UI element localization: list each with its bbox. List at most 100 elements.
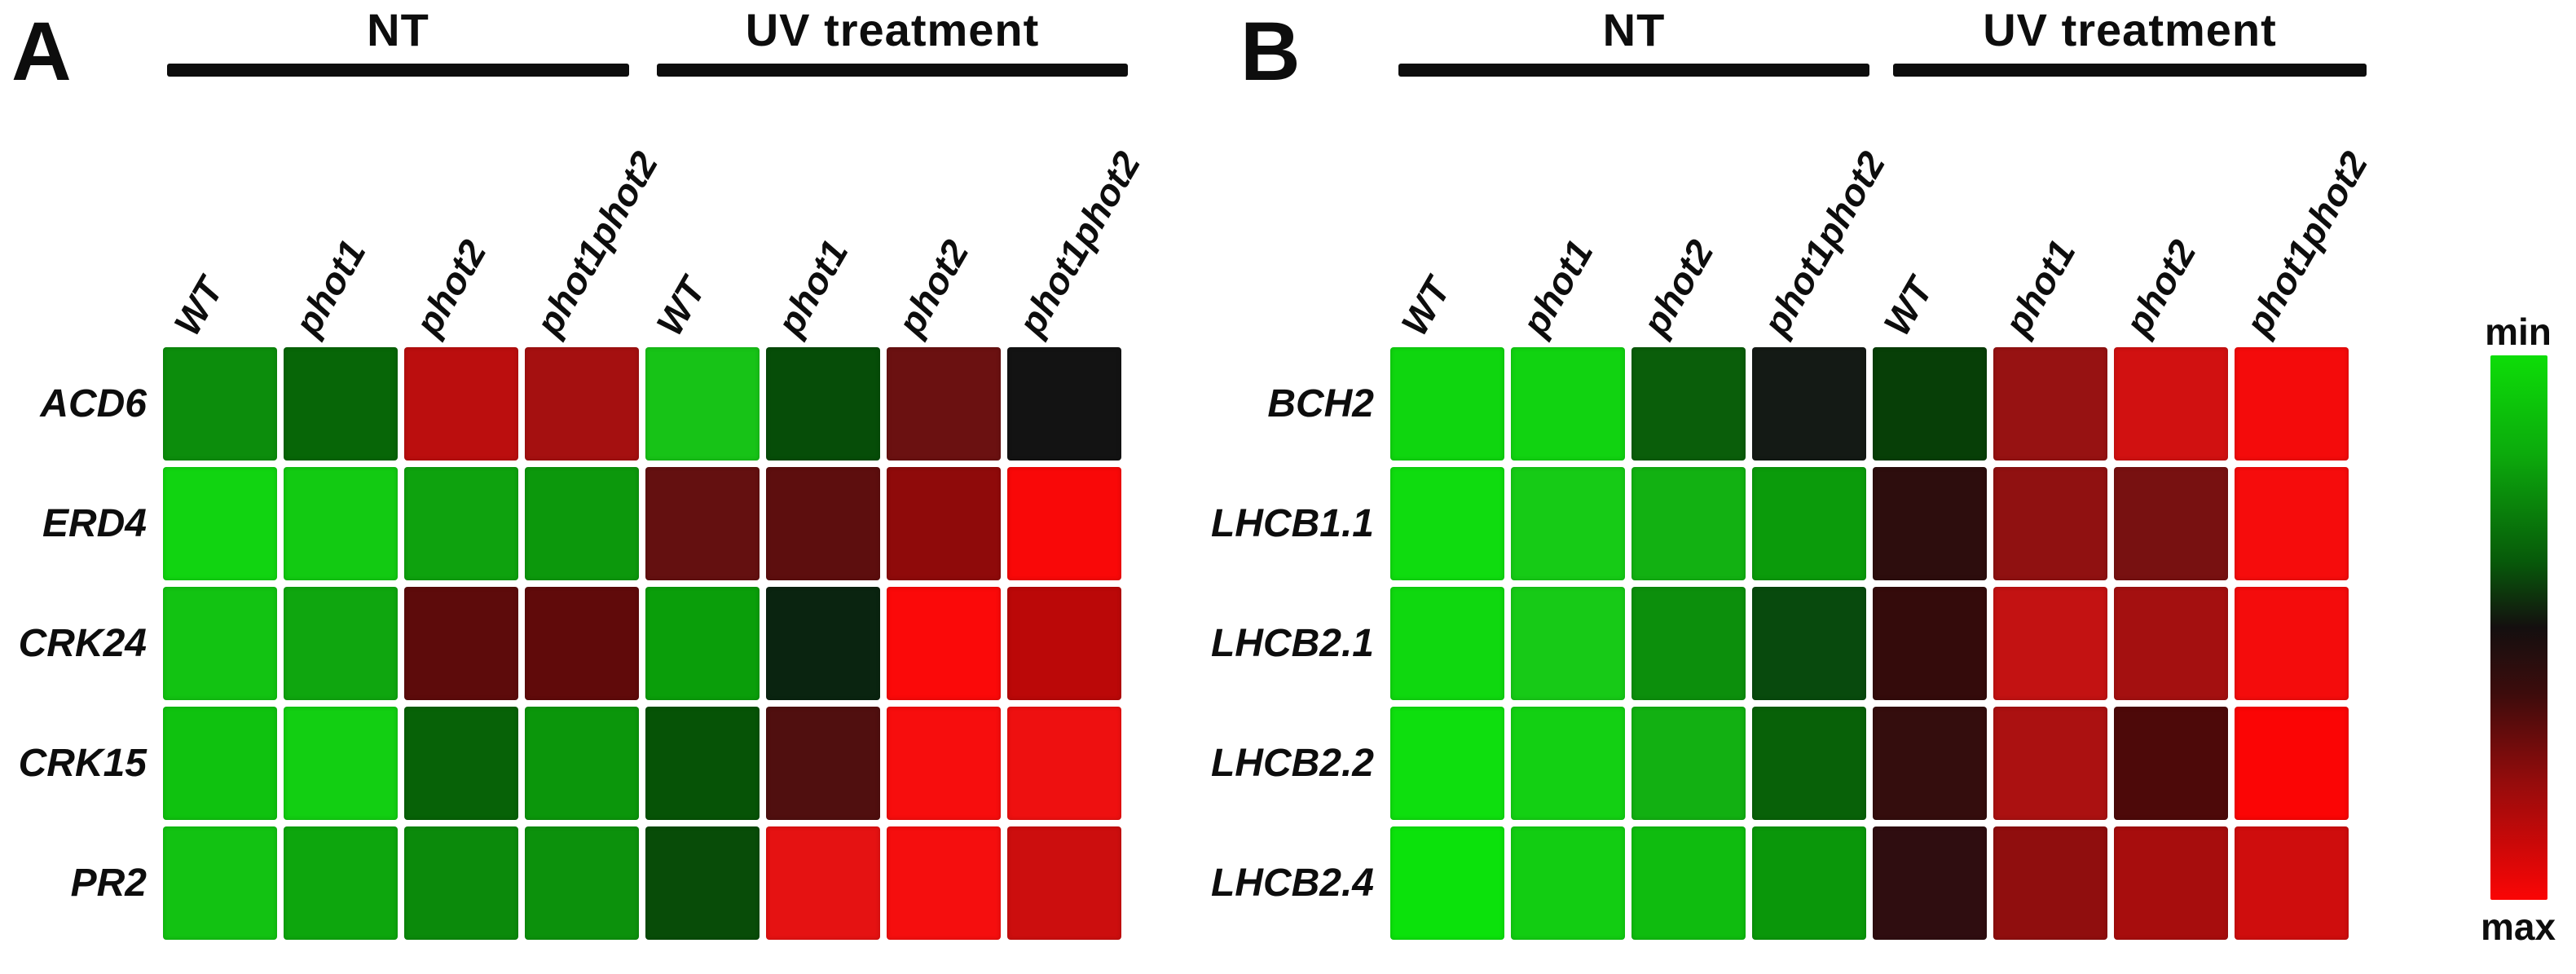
heatmap-cell [1752,347,1866,461]
heatmap-cell [404,587,518,700]
heatmap-cell [1631,587,1746,700]
column-label-phot2-2: phot2 [1633,232,1722,342]
heatmap-cell [284,826,398,940]
heatmap-cell [284,587,398,700]
heatmap-cell [887,587,1001,700]
heatmap-cell [525,587,639,700]
panel-a-uv-underline [657,64,1128,77]
heatmap-cell [1993,826,2107,940]
panel-b-uv-underline [1893,64,2367,77]
row-label-PR2: PR2 [70,862,147,905]
column-label-phot1-5: phot1 [1995,232,2084,342]
heatmap-cell [163,707,277,820]
heatmap-cell [404,826,518,940]
column-label-WT-4: WT [1874,271,1941,342]
heatmap-cell [525,707,639,820]
heatmap-cell [284,347,398,461]
heatmap-cell [2235,467,2349,580]
heatmap-cell [404,707,518,820]
heatmap-cell [1873,826,1987,940]
heatmap-cell [1511,347,1625,461]
heatmap-cell [1511,587,1625,700]
heatmap-cell [1993,707,2107,820]
panel-b-letter: B [1240,5,1301,98]
column-label-phot2-6: phot2 [888,232,977,342]
panel-b-nt-underline [1398,64,1869,77]
heatmap-cell [163,826,277,940]
heatmap-cell [1390,467,1504,580]
panel-a-group-label-uv: UV treatment [745,4,1040,55]
heatmap-cell [1752,467,1866,580]
column-label-phot1-1: phot1 [285,232,374,342]
heatmap-cell [2235,347,2349,461]
row-label-CRK15: CRK15 [18,742,147,785]
heatmap-cell [645,467,760,580]
heatmap-cell [766,467,880,580]
heatmap-cell [1007,587,1121,700]
heatmap-cell [2235,707,2349,820]
heatmap-cell [1390,707,1504,820]
heatmap-cell [404,467,518,580]
row-label-LHCB2.4: LHCB2.4 [1210,862,1374,905]
column-label-phot1-1: phot1 [1513,232,1601,342]
heatmap-cell [766,707,880,820]
heatmap-cell [887,707,1001,820]
heatmap-cell [887,826,1001,940]
column-label-phot1phot2-7: phot1phot2 [1009,144,1149,342]
heatmap-cell [1873,347,1987,461]
heatmap-cell [525,467,639,580]
heatmap-cell [1631,826,1746,940]
heatmap-cell [2235,587,2349,700]
column-label-phot1phot2-3: phot1phot2 [1754,144,1894,342]
heatmap-cell [1873,467,1987,580]
heatmap-cell [404,347,518,461]
heatmap-cell [645,707,760,820]
heatmap-cell [1631,467,1746,580]
panel-a-letter: A [11,5,72,98]
panel-b-group-label-uv: UV treatment [1983,4,2277,55]
heatmap-cell [2114,587,2228,700]
heatmap-cell [2114,707,2228,820]
column-label-phot1phot2-7: phot1phot2 [2236,144,2376,342]
row-label-LHCB2.1: LHCB2.1 [1210,622,1374,665]
row-label-LHCB1.1: LHCB1.1 [1210,502,1374,545]
heatmap-cell [1007,467,1121,580]
legend-gradient-bar [2490,355,2547,900]
panel-a-group-label-nt: NT [367,4,429,55]
heatmap-cell [2114,467,2228,580]
heatmap-cell [1007,826,1121,940]
heatmap-cell [1631,707,1746,820]
heatmap-cell [1873,707,1987,820]
panel-b-group-label-nt: NT [1602,4,1666,55]
column-label-phot2-2: phot2 [406,232,495,342]
heatmap-cell [2114,347,2228,461]
heatmap-cell [2235,826,2349,940]
heatmap-cell [284,707,398,820]
heatmap-cell [1873,587,1987,700]
heatmap-cell [1511,467,1625,580]
column-label-WT-4: WT [647,271,714,342]
heatmap-cell [766,347,880,461]
column-label-phot2-6: phot2 [2116,232,2204,342]
heatmap-cell [1007,347,1121,461]
heatmap-cell [1993,587,2107,700]
row-label-LHCB2.2: LHCB2.2 [1210,742,1374,785]
column-label-WT-0: WT [165,271,231,342]
heatmap-cell [1631,347,1746,461]
heatmap-cell [645,587,760,700]
row-label-ERD4: ERD4 [42,502,147,545]
heatmap-cell [525,347,639,461]
legend-max-label: max [2480,906,2556,948]
heatmap-cell [1390,587,1504,700]
heatmap-cell [766,826,880,940]
panel-a-nt-underline [167,64,629,77]
heatmap-cell [887,467,1001,580]
row-label-ACD6: ACD6 [40,382,147,425]
heatmap-cell [1993,347,2107,461]
heatmap-cell [1752,707,1866,820]
heatmap-cell [525,826,639,940]
heatmap-cell [1007,707,1121,820]
heatmap-cell [1752,587,1866,700]
heatmap-cell [163,587,277,700]
heatmap-cell [766,587,880,700]
